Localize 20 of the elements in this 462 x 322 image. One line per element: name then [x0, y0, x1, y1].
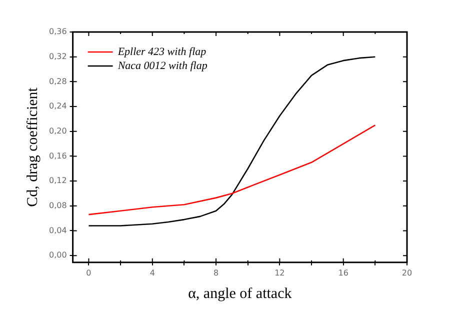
y-tick-label: 0,20	[49, 126, 67, 136]
y-tick-label: 0,00	[49, 250, 67, 260]
x-tick-label: 16	[338, 268, 348, 278]
legend-label: Naca 0012 with flap	[116, 60, 208, 72]
y-tick-label: 0,32	[49, 52, 67, 61]
y-tick-label: 0,36	[49, 27, 67, 36]
x-tick-label: 4	[150, 268, 155, 278]
y-tick-label: 0,28	[49, 76, 67, 86]
x-tick-label: 20	[402, 268, 412, 278]
y-tick-label: 0,16	[49, 151, 67, 160]
y-tick-label: 0,12	[49, 176, 67, 186]
y-tick-label: 0,24	[49, 102, 67, 111]
y-axis-title: Cd, drag coefficient	[24, 86, 41, 207]
y-tick-label: 0,04	[49, 226, 67, 235]
legend-label: Epller 423 with flap	[116, 46, 207, 58]
x-tick-label: 12	[274, 268, 285, 278]
x-tick-label: 8	[213, 268, 219, 278]
y-tick-label: 0,08	[49, 200, 67, 210]
x-tick-label: 0	[86, 268, 92, 278]
x-axis-title: α, angle of attack	[188, 286, 292, 302]
